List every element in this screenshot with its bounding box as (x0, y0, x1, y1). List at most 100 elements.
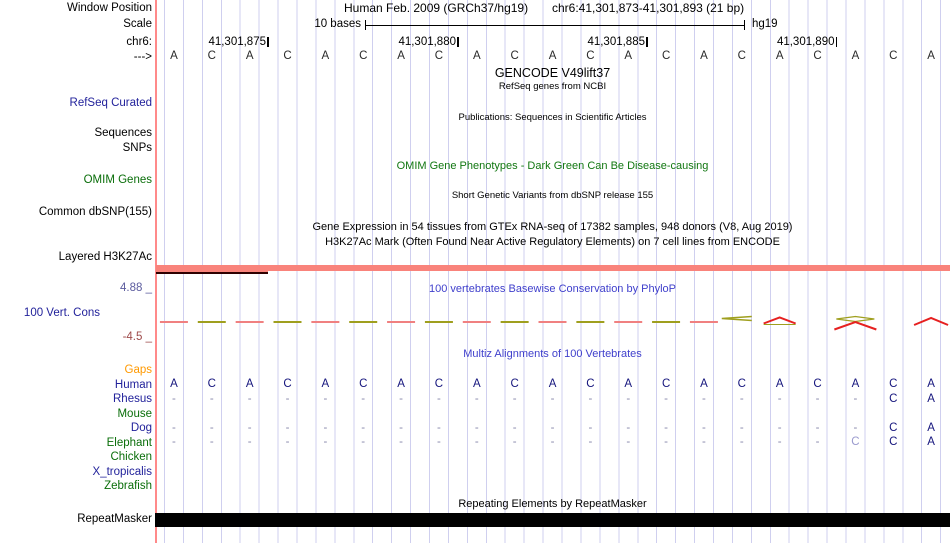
base-cell: A (548, 50, 557, 62)
alignment-gap-cell: - (815, 436, 820, 448)
multiz-row-x-tropicalis[interactable] (155, 465, 950, 478)
alignment-gap-cell: - (853, 421, 858, 434)
alignment-base-cell (231, 480, 269, 493)
alignment-base-cell (155, 465, 193, 478)
track-label-sequences[interactable]: Sequences (94, 127, 152, 139)
base-cell: C (661, 50, 671, 62)
alignment-base-cell (609, 451, 647, 464)
alignment-gap-cell: - (664, 436, 669, 448)
alignment-gap-cell: - (474, 392, 479, 405)
track-label-omim-genes[interactable]: OMIM Genes (83, 174, 152, 186)
track-label-layered-h3k27ac[interactable]: Layered H3K27Ac (58, 251, 152, 263)
alignment-base-cell (534, 451, 572, 464)
alignment-gap-cell: - (247, 436, 252, 448)
alignment-base-cell (761, 364, 799, 377)
track-label-common-dbsnp[interactable]: Common dbSNP(155) (38, 206, 152, 218)
alignment-gap-cell: - (702, 421, 706, 434)
alignment-base-cell (420, 364, 458, 377)
alignment-gap-cell: - (323, 436, 328, 448)
multiz-species-label-x-tropicalis[interactable]: X_tropicalis (92, 465, 152, 478)
alignment-base-cell (382, 407, 420, 420)
alignment-base-cell (458, 451, 496, 464)
track-label-scale: Scale (123, 18, 152, 30)
alignment-gap-cell: - (512, 436, 517, 448)
multiz-row-gaps[interactable] (155, 364, 950, 377)
alignment-gap-cell: - (664, 421, 669, 434)
alignment-base-cell (344, 480, 382, 493)
track-title-repeat-title[interactable]: Repeating Elements by RepeatMasker (458, 498, 647, 510)
alignment-base-cell: A (851, 378, 860, 390)
track-title-multiz-title[interactable]: Multiz Alignments of 100 Vertebrates (463, 348, 642, 360)
alignment-base-cell (496, 480, 534, 493)
alignment-gap-cell: - (361, 436, 366, 448)
base-cell: C (283, 50, 292, 62)
alignment-base-cell (155, 451, 193, 464)
multiz-row-zebrafish[interactable] (155, 480, 950, 493)
track-label-refseq-curated[interactable]: RefSeq Curated (69, 97, 152, 109)
alignment-gap-cell: - (437, 436, 441, 448)
track-title-gtex[interactable]: Gene Expression in 54 tissues from GTEx … (312, 221, 793, 233)
alignment-base-cell: A (927, 378, 935, 390)
track-label-repeatmasker[interactable]: RepeatMasker (77, 513, 152, 525)
multiz-species-label-elephant[interactable]: Elephant (106, 436, 152, 449)
multiz-row-mouse[interactable] (155, 407, 950, 420)
alignment-base-cell: A (624, 378, 633, 390)
conservation-wiggle-track[interactable] (155, 305, 950, 345)
alignment-base-cell (231, 451, 269, 464)
alignment-base-cell (155, 480, 193, 493)
alignment-gap-cell: - (512, 421, 517, 434)
alignment-base-cell (269, 407, 307, 420)
alignment-base-cell (534, 364, 572, 377)
track-label-vert-cons[interactable]: 100 Vert. Cons (23, 307, 100, 319)
base-cell: A (927, 50, 935, 62)
base-cell: A (624, 50, 633, 62)
alignment-gap-cell: - (777, 436, 782, 448)
multiz-species-label-mouse[interactable]: Mouse (117, 407, 152, 420)
multiz-species-label-dog[interactable]: Dog (130, 422, 152, 434)
alignment-base-cell (193, 364, 231, 377)
base-cell: C (889, 50, 898, 62)
alignment-base-cell (761, 465, 799, 478)
alignment-gap-cell: - (550, 392, 555, 405)
alignment-gap-cell: - (172, 421, 176, 434)
multiz-species-label-chicken[interactable]: Chicken (110, 451, 152, 463)
alignment-base-cell (685, 465, 723, 478)
track-title-omim-phenotypes[interactable]: OMIM Gene Phenotypes - Dark Green Can Be… (396, 160, 709, 172)
layered-h3k27ac-bar-right[interactable] (268, 265, 950, 271)
alignment-base-cell (609, 364, 647, 377)
track-title-phylop[interactable]: 100 vertebrates Basewise Conservation by… (428, 283, 677, 295)
layered-h3k27ac-bar-left[interactable] (156, 265, 268, 274)
track-title-h3k27ac-desc[interactable]: H3K27Ac Mark (Often Found Near Active Re… (325, 236, 780, 248)
alignment-base-cell (496, 407, 534, 420)
base-cell: C (359, 50, 368, 62)
track-title-publications[interactable]: Publications: Sequences in Scientific Ar… (458, 112, 647, 123)
alignment-base-cell: A (245, 378, 254, 390)
alignment-base-cell (571, 451, 609, 464)
multiz-species-label-gaps[interactable]: Gaps (124, 364, 153, 376)
track-label-snps[interactable]: SNPs (122, 142, 152, 154)
alignment-base-cell: A (775, 378, 784, 390)
alignment-base-cell (155, 364, 193, 377)
track-title-dbsnp-release[interactable]: Short Genetic Variants from dbSNP releas… (451, 190, 654, 201)
alignment-base-cell (836, 407, 874, 420)
track-title-refseq-ncbi[interactable]: RefSeq genes from NCBI (498, 81, 607, 92)
alignment-base-cell (344, 364, 382, 377)
multiz-row-chicken[interactable] (155, 451, 950, 464)
alignment-base-cell (269, 451, 307, 464)
track-title-gencode[interactable]: GENCODE V49lift37 (494, 66, 611, 80)
alignment-base-cell (874, 465, 912, 478)
base-cell: C (434, 50, 444, 62)
track-label-window-position: Window Position (66, 2, 152, 14)
multiz-species-label-rhesus[interactable]: Rhesus (113, 393, 152, 405)
multiz-species-label-human[interactable]: Human (114, 378, 152, 391)
repeatmasker-bar[interactable] (155, 513, 950, 527)
alignment-gap-cell: - (437, 421, 441, 434)
alignment-base-cell: A (472, 378, 481, 390)
alignment-base-cell (382, 364, 420, 377)
multiz-species-label-zebrafish[interactable]: Zebrafish (104, 480, 152, 492)
alignment-base-cell (912, 451, 950, 464)
